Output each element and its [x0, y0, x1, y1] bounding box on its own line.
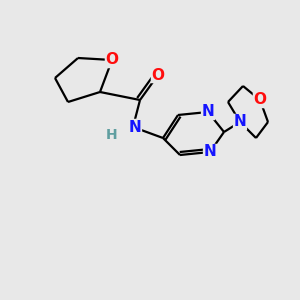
Text: O: O: [254, 92, 266, 107]
Text: N: N: [234, 115, 246, 130]
Text: O: O: [152, 68, 164, 82]
Text: N: N: [202, 104, 214, 119]
Text: N: N: [204, 145, 216, 160]
Text: H: H: [106, 128, 118, 142]
Text: O: O: [106, 52, 118, 68]
Text: N: N: [129, 119, 141, 134]
